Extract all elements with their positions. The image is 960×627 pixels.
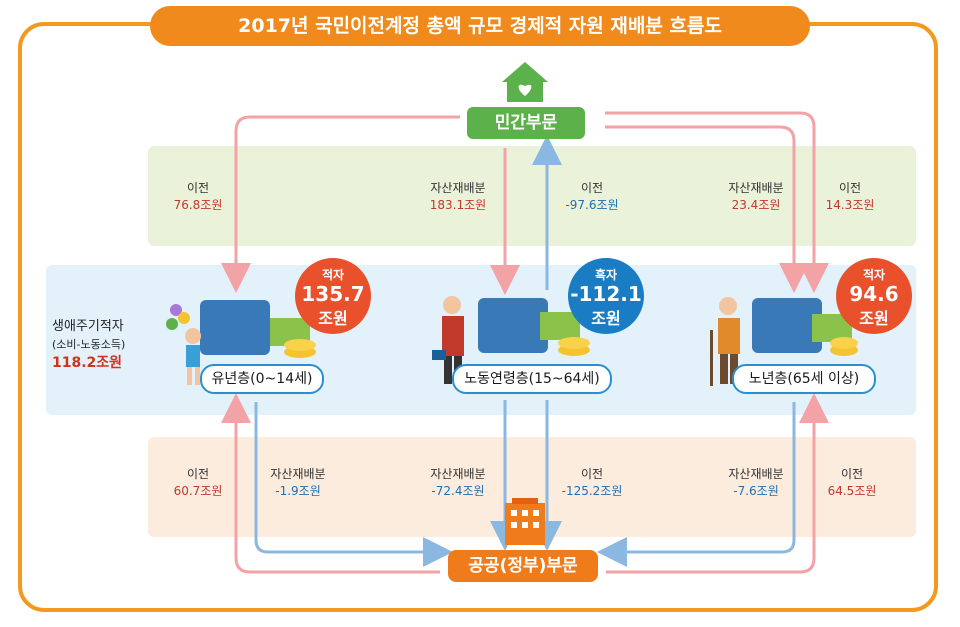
youth-deficit-bubble: 적자 135.7 조원 bbox=[295, 258, 371, 334]
arrow-elderly-public bbox=[597, 402, 796, 567]
building-icon bbox=[505, 498, 545, 545]
private-flow-label: 자산재배분 23.4조원 bbox=[728, 181, 784, 212]
working-group-box: 노동연령층(15~64세) bbox=[452, 364, 612, 394]
youth-group-box: 유년층(0~14세) bbox=[200, 364, 324, 394]
arrow-private-elderly-asset bbox=[605, 125, 809, 293]
wallet-icon-youth bbox=[200, 300, 316, 358]
public-sector-box: 공공(정부)부문 bbox=[448, 550, 598, 582]
public-flow-label: 이전 60.7조원 bbox=[173, 467, 223, 498]
public-flow-label: 자산재배분 -7.6조원 bbox=[728, 467, 784, 498]
arrow-public-elderly bbox=[606, 393, 829, 574]
private-sector-box: 민간부문 bbox=[467, 107, 585, 139]
private-flow-label: 이전 -97.6조원 bbox=[565, 181, 619, 212]
private-flow-label: 자산재배분 183.1조원 bbox=[429, 181, 487, 212]
lifecycle-deficit-label: 생애주기적자 (소비-노동소득) 118.2조원 bbox=[52, 319, 126, 371]
public-flow-label: 이전 -125.2조원 bbox=[561, 467, 623, 498]
house-icon bbox=[502, 62, 548, 102]
public-flow-label: 자산재배분 -1.9조원 bbox=[270, 467, 326, 498]
diagram-title: 2017년 국민이전계정 총액 규모 경제적 자원 재배분 흐름도 bbox=[150, 6, 810, 46]
arrow-private-youth bbox=[221, 115, 460, 293]
elderly-deficit-bubble: 적자 94.6 조원 bbox=[836, 258, 912, 334]
elderly-group-box: 노년층(65세 이상) bbox=[732, 364, 876, 394]
public-flow-label: 자산재배분 -72.4조원 bbox=[430, 467, 486, 498]
arrow-public-youth bbox=[221, 393, 440, 574]
arrow-private-elderly-transfer bbox=[605, 111, 829, 293]
wallet-icon-elderly bbox=[752, 298, 858, 356]
public-flow-label: 이전 64.5조원 bbox=[827, 467, 877, 498]
arrow-youth-public bbox=[254, 402, 453, 567]
working-surplus-bubble: 흑자 -112.1 조원 bbox=[568, 258, 644, 334]
wallet-icon-working bbox=[478, 298, 590, 356]
private-flow-label: 이전 14.3조원 bbox=[825, 181, 875, 212]
child-with-balloons-icon bbox=[166, 304, 201, 385]
private-flow-label: 이전 76.8조원 bbox=[173, 181, 223, 212]
